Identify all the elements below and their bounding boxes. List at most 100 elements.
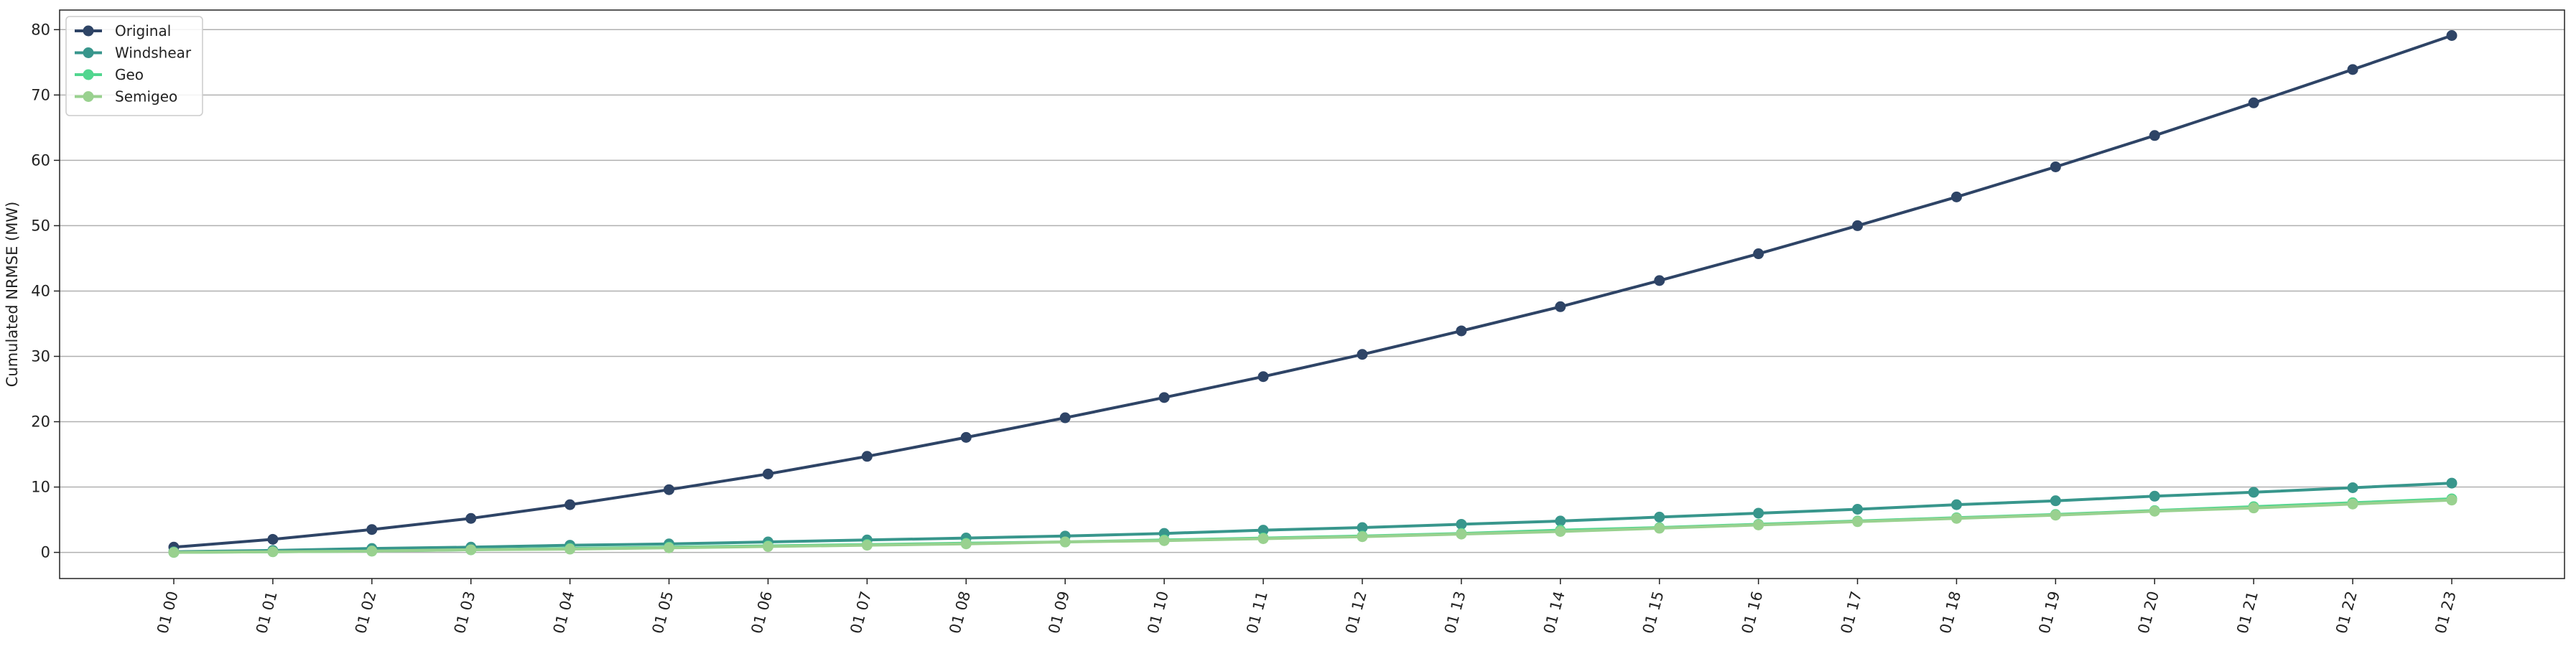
point-windshear-17 (1852, 504, 1864, 515)
point-original-17 (1852, 220, 1864, 231)
point-original-10 (1158, 392, 1170, 403)
series-line-geo (173, 497, 2452, 554)
series-line-windshear (173, 482, 2452, 553)
point-semigeo-13 (1456, 528, 1467, 540)
xtick-label-0: 01 00 (154, 589, 182, 635)
point-original-12 (1357, 349, 1368, 360)
point-original-23 (2446, 30, 2458, 42)
point-semigeo-22 (2347, 498, 2358, 510)
point-semigeo-9 (1059, 536, 1071, 548)
legend-box (65, 16, 203, 116)
point-original-13 (1456, 325, 1467, 337)
ytick-label-10: 10 (31, 479, 50, 496)
point-windshear-23 (2446, 477, 2458, 489)
point-semigeo-2 (366, 546, 378, 557)
xtick-label-17: 01 17 (1838, 589, 1866, 635)
point-semigeo-0 (168, 547, 180, 558)
point-original-5 (664, 484, 675, 495)
ytick-label-0: 0 (41, 544, 50, 561)
point-semigeo-20 (2149, 505, 2160, 517)
legend-swatch-marker (83, 47, 94, 58)
series-original (168, 30, 2458, 553)
point-original-22 (2347, 64, 2358, 75)
legend-item-original: Original (75, 22, 171, 39)
point-semigeo-17 (1852, 516, 1864, 528)
ytick-label-80: 80 (31, 21, 50, 38)
point-original-14 (1555, 301, 1566, 312)
y-axis-label: Cumulated NRMSE (MW) (4, 202, 21, 388)
xtick-label-4: 01 04 (550, 589, 578, 635)
legend-swatch-marker (83, 91, 94, 102)
point-original-4 (564, 499, 576, 510)
point-original-6 (762, 468, 773, 479)
point-windshear-19 (2050, 495, 2061, 507)
point-semigeo-21 (2248, 502, 2259, 514)
point-windshear-14 (1555, 515, 1566, 527)
legend-swatch-marker (83, 69, 94, 80)
point-semigeo-16 (1753, 519, 1764, 530)
point-windshear-22 (2347, 482, 2358, 493)
legend-label: Geo (115, 66, 144, 83)
ytick-label-30: 30 (31, 347, 50, 365)
point-original-7 (861, 451, 873, 462)
xtick-label-13: 01 13 (1441, 589, 1469, 635)
point-windshear-11 (1257, 525, 1269, 536)
point-original-21 (2248, 97, 2259, 108)
xtick-label-5: 01 05 (649, 589, 677, 635)
legend-swatch-marker (83, 25, 94, 37)
xtick-label-12: 01 12 (1342, 589, 1370, 635)
xtick-label-10: 01 10 (1144, 589, 1172, 635)
xtick-label-11: 01 11 (1243, 589, 1271, 635)
point-semigeo-6 (762, 540, 773, 552)
xtick-label-21: 01 21 (2233, 589, 2261, 635)
xtick-label-9: 01 09 (1045, 589, 1073, 635)
legend-label: Semigeo (115, 88, 177, 106)
point-windshear-21 (2248, 487, 2259, 498)
point-windshear-20 (2149, 490, 2160, 502)
series-line-original (173, 34, 2452, 549)
legend-label: Original (115, 22, 171, 39)
point-original-15 (1654, 275, 1665, 286)
point-windshear-16 (1753, 507, 1764, 519)
point-semigeo-8 (960, 538, 972, 550)
point-semigeo-4 (564, 543, 576, 555)
point-semigeo-11 (1257, 533, 1269, 544)
ytick-label-50: 50 (31, 217, 50, 234)
point-original-8 (960, 431, 972, 443)
point-semigeo-1 (267, 546, 279, 558)
point-semigeo-14 (1555, 525, 1566, 537)
legend-item-geo: Geo (75, 66, 144, 83)
point-original-2 (366, 524, 378, 535)
point-semigeo-23 (2446, 495, 2458, 506)
xtick-label-3: 01 03 (451, 589, 479, 635)
point-semigeo-18 (1950, 512, 1962, 524)
legend-label: Windshear (115, 45, 192, 62)
xtick-label-7: 01 07 (847, 589, 875, 635)
series-windshear (168, 477, 2458, 558)
point-windshear-12 (1357, 522, 1368, 533)
point-original-11 (1257, 371, 1269, 383)
xtick-label-22: 01 22 (2333, 589, 2361, 635)
xtick-label-18: 01 18 (1937, 589, 1965, 635)
xtick-label-6: 01 06 (748, 589, 776, 635)
xtick-label-19: 01 19 (2035, 589, 2063, 635)
point-semigeo-7 (861, 540, 873, 551)
point-original-9 (1059, 412, 1071, 423)
point-semigeo-5 (664, 542, 675, 553)
point-semigeo-12 (1357, 531, 1368, 543)
point-original-16 (1753, 248, 1764, 260)
xtick-label-2: 01 02 (352, 589, 380, 635)
xtick-label-23: 01 23 (2432, 589, 2460, 635)
point-original-19 (2050, 161, 2061, 172)
xtick-label-15: 01 15 (1640, 589, 1668, 635)
xtick-label-20: 01 20 (2134, 589, 2162, 635)
ytick-label-20: 20 (31, 413, 50, 431)
point-semigeo-15 (1654, 523, 1665, 534)
legend: Original Windshear Geo Semigeo (65, 16, 203, 116)
point-semigeo-19 (2050, 510, 2061, 521)
point-semigeo-3 (465, 544, 477, 556)
point-semigeo-10 (1158, 535, 1170, 546)
xtick-label-14: 01 14 (1540, 589, 1568, 635)
legend-item-semigeo: Semigeo (75, 88, 177, 106)
